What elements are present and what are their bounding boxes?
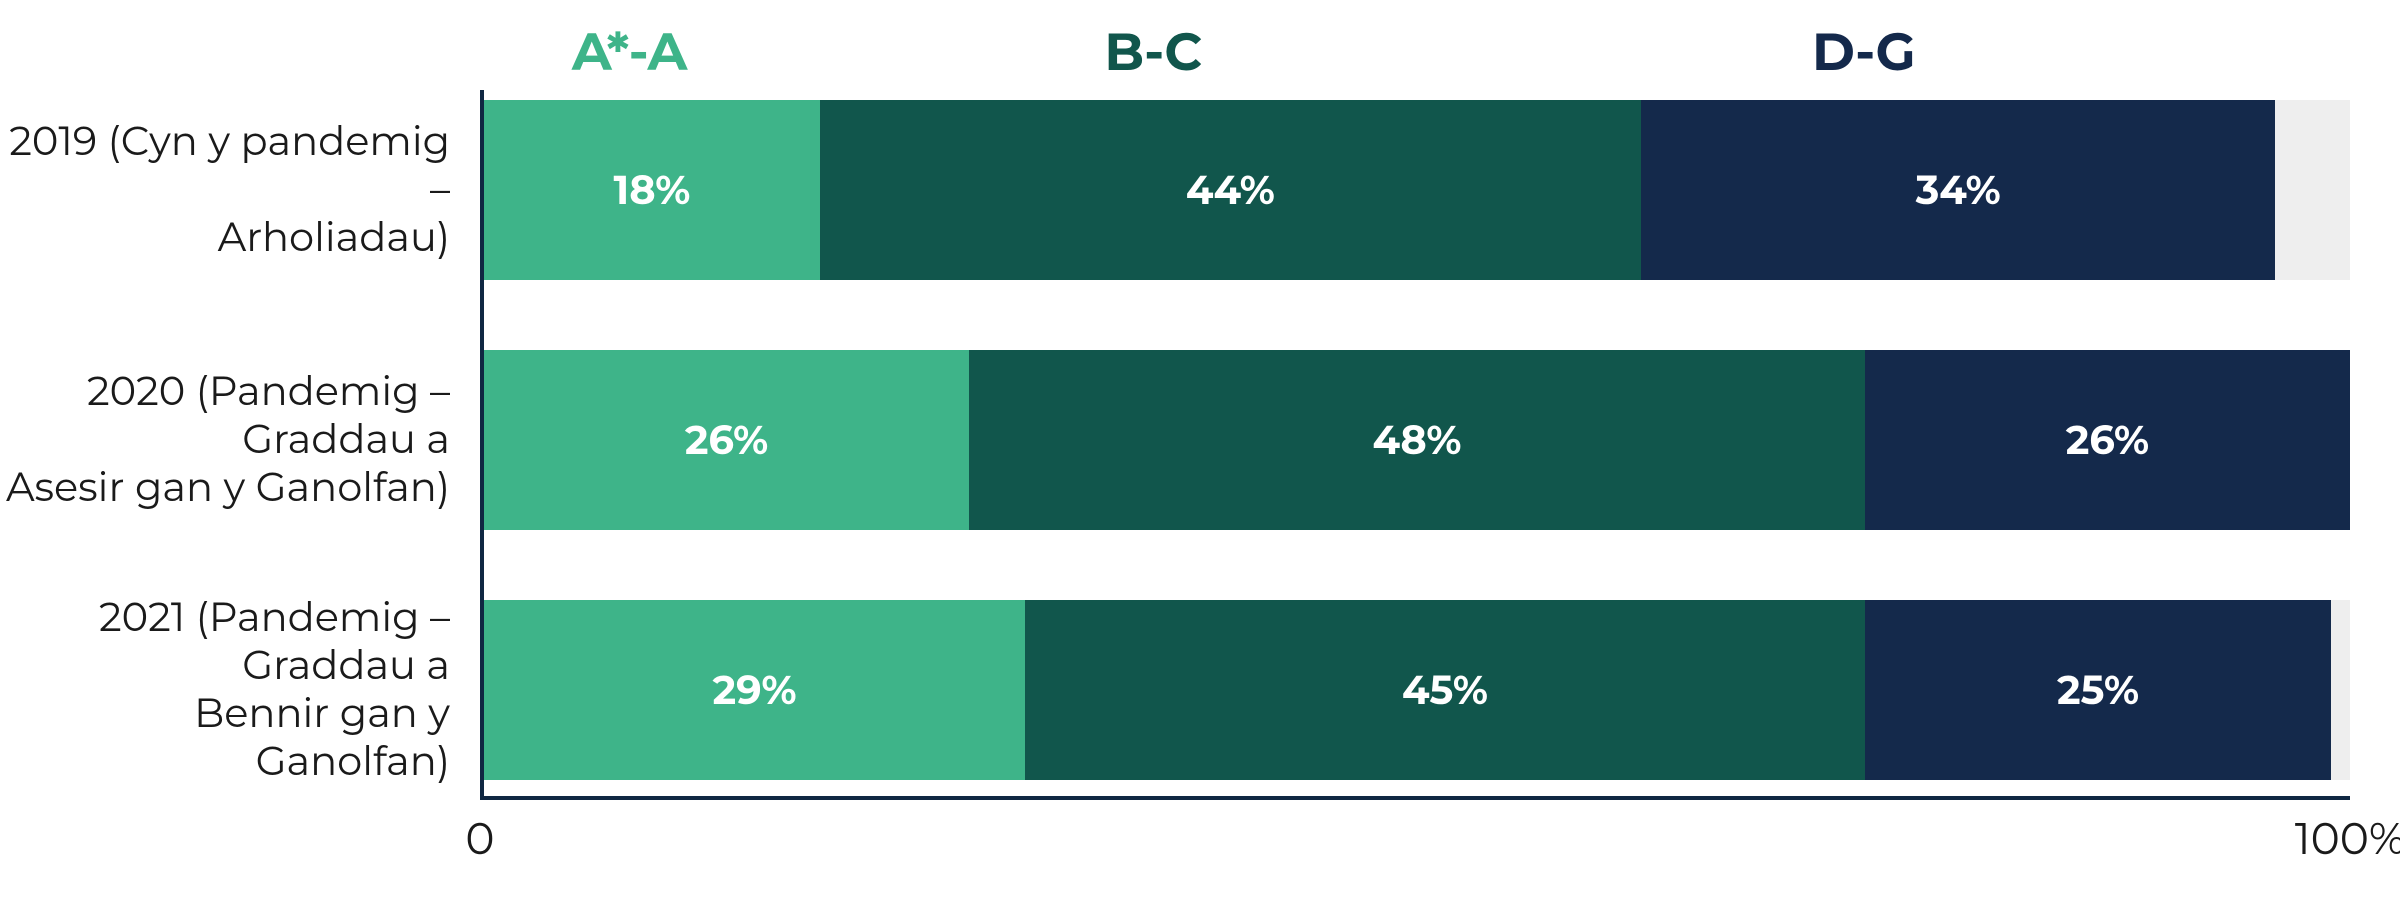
bar-segment-a: 29% [484,600,1025,780]
y-axis-label-line: Bennir gan y Ganolfan) [0,690,450,786]
x-axis-max-label: 100% [2295,812,2400,866]
x-axis-min-label: 0 [465,812,494,866]
bar-segment-b: 45% [1025,600,1865,780]
legend-item-c: D-G [1812,21,1916,84]
bar-row: 29%45%25% [484,600,2350,780]
bar-segment-c: 26% [1865,350,2350,530]
y-axis-label-line: Asesir gan y Ganolfan) [0,464,450,512]
bar-segment-b: 48% [969,350,1865,530]
bar-segment-a: 26% [484,350,969,530]
legend-item-a: A*-A [572,21,688,84]
bar-row: 26%48%26% [484,350,2350,530]
y-axis-label-line: Arholiadau) [0,214,450,262]
legend-item-b: B-C [1104,21,1202,84]
y-axis-label: 2019 (Cyn y pandemig –Arholiadau) [0,118,450,262]
bar-segment-c: 34% [1641,100,2275,280]
y-axis-label-line: 2021 (Pandemig – Graddau a [0,594,450,690]
y-axis-label-line: 2019 (Cyn y pandemig – [0,118,450,214]
bar-row: 18%44%34% [484,100,2350,280]
y-axis-label-line: 2020 (Pandemig – Graddau a [0,368,450,464]
bar-segment-c: 25% [1865,600,2332,780]
y-axis-label: 2020 (Pandemig – Graddau aAsesir gan y G… [0,368,450,512]
legend: A*-A B-C D-G [480,0,2350,90]
bar-segment-a: 18% [484,100,820,280]
bar-segment-b: 44% [820,100,1641,280]
stacked-bar-chart: A*-A B-C D-G 2019 (Cyn y pandemig –Arholia… [0,0,2400,900]
y-axis-label: 2021 (Pandemig – Graddau aBennir gan y G… [0,594,450,786]
